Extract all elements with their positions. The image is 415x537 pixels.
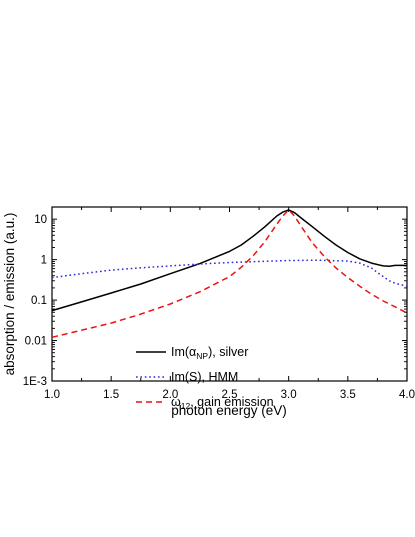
y-tick-label: 0.1 — [31, 295, 47, 307]
legend-label-1: Im(αNP), silver — [171, 345, 248, 361]
series-layer — [51, 209, 408, 339]
x-tick-label: 4.0 — [399, 389, 415, 401]
series-line-3 — [51, 209, 408, 339]
tick-labels: 1.0 1.5 2.0 2.5 3.0 3.5 4.0 1E-3 0.01 0.1 1 10 — [23, 214, 415, 401]
legend: Im(αNP), silver Im(S), HMM ω12, gain emiss… — [136, 345, 274, 411]
y-tick-label: 1E-3 — [23, 376, 47, 388]
x-tick-label: 1.5 — [103, 389, 119, 401]
series-line-2 — [51, 259, 408, 287]
y-tick-label: 10 — [34, 214, 47, 226]
legend-label-2: Im(S), HMM — [171, 370, 238, 384]
y-axis-title: absorption / emission (a.u.) — [2, 213, 17, 376]
y-tick-label: 0.01 — [25, 336, 47, 348]
series-line-1 — [51, 209, 407, 312]
x-tick-label: 2.0 — [162, 389, 178, 401]
x-axis-title: photon energy (eV) — [171, 403, 287, 418]
x-tick-label: 1.0 — [44, 389, 60, 401]
y-tick-label: 1 — [41, 255, 47, 267]
x-tick-label: 3.5 — [340, 389, 356, 401]
x-tick-label: 3.0 — [281, 389, 297, 401]
x-tick-label: 2.5 — [222, 389, 238, 401]
legend-label-3: ω12, gain emission — [171, 395, 274, 411]
axis-ticks — [51, 206, 408, 382]
